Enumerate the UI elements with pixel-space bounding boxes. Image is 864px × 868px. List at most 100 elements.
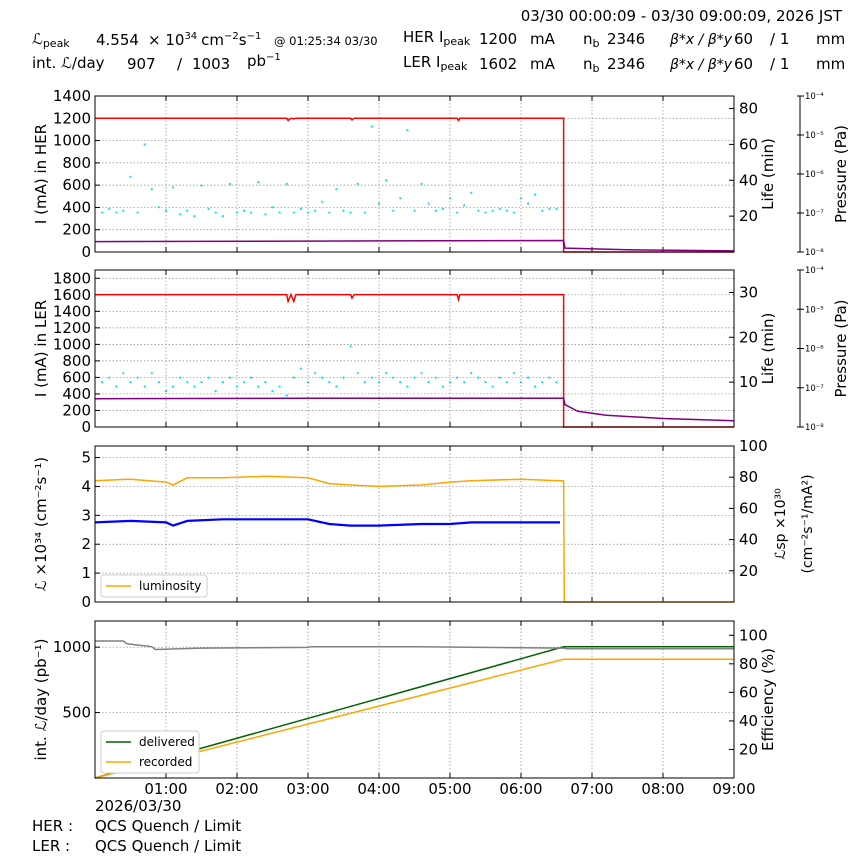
y2-tick-label: 80 — [739, 468, 758, 486]
her-nb-value: 2346 — [607, 30, 645, 48]
life-point — [363, 381, 366, 384]
life-point — [193, 385, 196, 388]
life-point — [172, 385, 175, 388]
life-point — [470, 191, 473, 194]
life-point — [250, 211, 253, 214]
series-specific — [94, 518, 560, 527]
life-point — [228, 376, 231, 379]
pressure-tick-label: 10⁻⁵ — [805, 305, 824, 315]
y-tick-label: 0 — [81, 593, 91, 611]
y-tick-label: 5 — [81, 449, 91, 467]
series-recorded — [94, 658, 734, 779]
y-tick-label: 1800 — [53, 269, 91, 287]
life-point — [207, 207, 210, 211]
ler-nb-value: 2346 — [607, 55, 645, 73]
life-point — [285, 394, 288, 397]
life-point — [115, 211, 118, 214]
life-point — [271, 206, 274, 209]
y2-tick-label: 100 — [739, 626, 768, 644]
y2-tick-label: 100 — [739, 437, 768, 455]
life-point — [505, 209, 508, 212]
pressure-tick-label: 10⁻⁸ — [805, 423, 824, 433]
int-value-delivered: 1003 — [192, 55, 230, 73]
y2-tick-label: 60 — [739, 683, 758, 701]
ler-beta-unit: mm — [816, 55, 845, 73]
y-tick-label: 3 — [81, 506, 91, 524]
life-point — [456, 211, 459, 214]
time-range: 03/30 00:00:09 - 03/30 09:00:09, 2026 JS… — [521, 7, 843, 25]
ler-ipeak-unit: mA — [530, 55, 556, 73]
y2-tick-label: 80 — [739, 100, 758, 118]
life-point — [555, 207, 558, 211]
life-point — [335, 385, 338, 388]
y2-axis-label: Life (min) — [759, 313, 777, 385]
life-point — [129, 175, 132, 178]
life-point — [200, 184, 203, 187]
life-point — [186, 381, 189, 384]
life-point — [385, 179, 388, 182]
life-point — [413, 376, 416, 379]
series-luminosity — [94, 475, 734, 603]
life-point — [228, 182, 231, 185]
ler-betay-value: / 1 — [770, 55, 789, 73]
life-point — [328, 211, 331, 214]
y-tick-label: 1000 — [53, 335, 91, 353]
plot-frame — [94, 620, 735, 779]
life-point — [491, 385, 494, 388]
life-point — [342, 209, 345, 212]
life-point — [214, 211, 217, 214]
life-point — [200, 381, 203, 384]
life-point — [314, 209, 317, 212]
life-point — [321, 200, 324, 203]
series-current — [95, 292, 734, 428]
life-point — [477, 376, 480, 379]
life-point — [406, 128, 409, 132]
y-tick-label: 4 — [81, 477, 91, 495]
y-tick-label: 800 — [62, 154, 91, 172]
life-point — [498, 207, 501, 211]
life-point — [108, 376, 111, 379]
y-axis-label: ℒ ×10³⁴ (cm⁻²s⁻¹) — [32, 457, 50, 591]
y-tick-label: 1200 — [53, 319, 91, 337]
life-point — [448, 381, 452, 384]
life-point — [306, 381, 310, 384]
life-point — [292, 211, 295, 214]
y-axis-label: I (mA) in HER — [32, 124, 50, 224]
life-point — [519, 381, 523, 384]
y2-tick-label: 40 — [739, 171, 758, 189]
life-point — [349, 345, 352, 348]
footer-her-label: HER : — [32, 817, 73, 835]
life-point — [427, 381, 430, 384]
life-point — [463, 204, 466, 207]
legend-label: luminosity — [139, 579, 201, 593]
life-point — [370, 376, 373, 379]
life-point — [491, 209, 494, 212]
life-point — [257, 180, 260, 184]
life-point — [399, 381, 402, 384]
her-beta-unit: mm — [816, 30, 845, 48]
footer-her-status: QCS Quench / Limit — [95, 817, 241, 835]
life-point — [434, 376, 437, 379]
life-point — [235, 385, 239, 388]
life-point — [150, 188, 153, 191]
y-tick-label: 400 — [62, 198, 91, 216]
footer-date: 2026/03/30 — [95, 797, 181, 815]
life-point — [413, 209, 416, 212]
plot-frame — [94, 95, 735, 253]
life-point — [186, 209, 189, 212]
life-point — [548, 207, 551, 211]
life-point — [392, 376, 395, 379]
pressure-tick-label: 10⁻⁷ — [805, 384, 824, 394]
y-tick-label: 1400 — [53, 302, 91, 320]
y-tick-label: 0 — [81, 243, 91, 261]
y2-tick-label: 60 — [739, 135, 758, 153]
y2-tick-label: 20 — [739, 328, 758, 346]
life-point — [136, 211, 139, 214]
y-tick-label: 200 — [62, 401, 91, 419]
life-point — [278, 385, 281, 388]
life-point — [434, 209, 437, 212]
life-point — [221, 215, 224, 218]
life-point — [555, 381, 558, 384]
